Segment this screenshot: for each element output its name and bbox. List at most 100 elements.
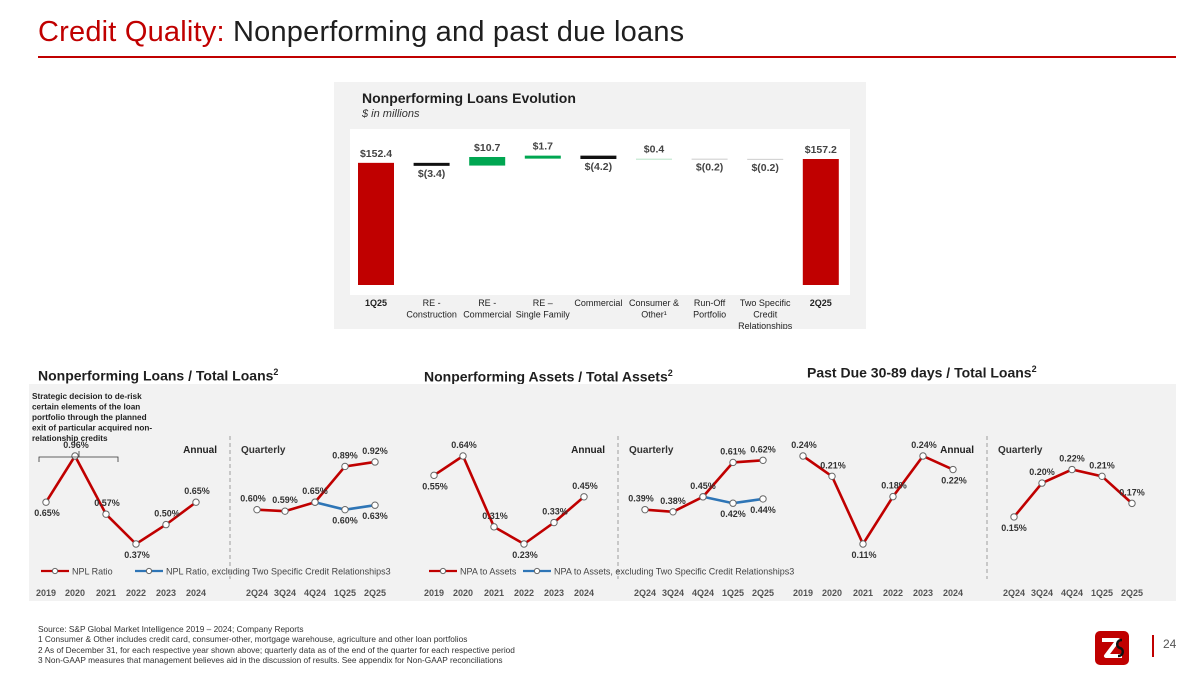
waterfall-value-label: $(4.2) (585, 161, 612, 173)
data-label: 0.55% (422, 481, 448, 491)
waterfall-value-label: $152.4 (360, 148, 392, 160)
x-tick-label: 1Q25 (334, 588, 356, 598)
data-point (759, 495, 767, 503)
waterfall-value-label: $157.2 (805, 144, 837, 156)
data-label: 0.60% (332, 516, 358, 526)
waterfall-bar (747, 158, 784, 160)
data-point (311, 498, 319, 506)
waterfall-value-label: $0.4 (644, 144, 665, 156)
waterfall-value-label: $(0.2) (751, 162, 778, 174)
x-tick-label: 3Q24 (1031, 588, 1053, 598)
data-label: 0.62% (750, 444, 776, 454)
x-tick-label: 3Q24 (662, 588, 684, 598)
x-tick-label: 2Q25 (364, 588, 386, 598)
data-point (919, 452, 927, 460)
data-label: 0.21% (820, 460, 846, 470)
x-tick-label: 2023 (913, 588, 933, 598)
title-rule (38, 56, 1176, 58)
waterfall-bar (413, 162, 450, 166)
waterfall-category-label: Single Family (516, 310, 571, 320)
npl-ratio-chart: Annual Quarterly 0.65% 0.96% 0.57% 0.37% 0.50%… (32, 392, 391, 598)
legend-label: NPL Ratio (72, 567, 113, 577)
legend-marker (439, 567, 447, 575)
data-point (371, 458, 379, 466)
npa-ratio-chart: Annual Quarterly 0.55% 0.64% 0.31% 0.23% 0.33%… (422, 436, 794, 598)
legend-marker (145, 567, 153, 575)
data-label: 0.22% (1059, 454, 1085, 464)
data-label: 0.37% (124, 550, 150, 560)
x-tick-label: 2019 (424, 588, 444, 598)
npa-title-footnote: 2 (667, 368, 673, 378)
data-label: 0.65% (34, 508, 60, 518)
waterfall-value-label: $1.7 (533, 141, 554, 153)
data-label: 0.89% (332, 450, 358, 460)
quarterly-label: Quarterly (629, 445, 674, 456)
x-tick-label: 2024 (574, 588, 594, 598)
data-point (729, 458, 737, 467)
data-point (759, 456, 767, 464)
npl-title-footnote: 2 (273, 367, 279, 377)
data-point (1038, 479, 1046, 487)
data-label: 0.92% (362, 446, 388, 456)
annual-label: Annual (183, 445, 217, 456)
pastdue-section-title: Past Due 30-89 days / Total Loans2 (807, 364, 1037, 381)
x-tick-label: 2Q24 (246, 588, 268, 598)
callout-note: certain elements of the loan (32, 403, 140, 412)
waterfall-category-label: Relationships (738, 321, 793, 329)
data-label: 0.60% (240, 494, 266, 504)
data-point (641, 505, 649, 514)
series-line-annual (802, 454, 954, 547)
footnote-source: Source: S&P Global Market Intelligence 2… (38, 624, 304, 634)
waterfall-category-label: Two Specific (740, 298, 791, 308)
data-label: 0.45% (572, 481, 598, 491)
x-tick-label: 2020 (65, 588, 85, 598)
x-tick-label: 2Q24 (634, 588, 656, 598)
legend-marker (533, 567, 541, 575)
waterfall-category-label: Commercial (463, 310, 511, 320)
x-tick-label: 4Q24 (1061, 588, 1083, 598)
waterfall-bar (636, 158, 672, 160)
data-label: 0.38% (660, 496, 686, 506)
waterfall-bar (580, 155, 617, 159)
waterfall-category-label: RE - (478, 298, 496, 308)
legend-marker (51, 567, 59, 575)
callout-bracket (38, 451, 119, 462)
data-label: 0.23% (512, 550, 538, 560)
data-label: 0.24% (791, 440, 817, 450)
data-label: 0.65% (184, 486, 210, 496)
waterfall-category-label: 2Q25 (810, 298, 832, 308)
data-point (371, 501, 379, 509)
data-point (490, 523, 498, 531)
data-point (729, 499, 737, 507)
waterfall-value-label: $(0.2) (696, 162, 723, 174)
legend-label: NPA to Assets (460, 567, 517, 577)
waterfall-category-label: RE - (423, 298, 441, 308)
data-point (699, 493, 707, 501)
footnote-2: 2 As of December 31, for each respective… (38, 644, 515, 655)
page-number-divider (1152, 635, 1154, 657)
data-label: 0.63% (362, 511, 388, 521)
page-title-accent: Credit Quality: (38, 16, 225, 48)
data-label: 0.18% (881, 481, 907, 491)
data-point (132, 540, 140, 548)
quarterly-label: Quarterly (998, 445, 1043, 456)
data-point (341, 505, 349, 514)
waterfall-value-label: $10.7 (474, 142, 500, 154)
waterfall-subtitle: $ in millions (362, 108, 420, 120)
data-point (889, 492, 897, 501)
data-label: 0.31% (482, 511, 508, 521)
x-tick-label: 2019 (36, 588, 56, 598)
x-tick-label: 2Q25 (752, 588, 774, 598)
waterfall-bar (469, 156, 506, 166)
data-point (281, 507, 289, 515)
waterfall-plot-area (350, 129, 850, 295)
x-tick-label: 2Q24 (1003, 588, 1025, 598)
pastdue-ratio-chart: Annual Quarterly0.24%0.21%0.11%0.18%0.24%… (791, 436, 1145, 598)
data-point (1128, 499, 1136, 508)
data-label: 0.57% (94, 498, 120, 508)
data-label: 0.45% (690, 481, 716, 491)
data-label: 0.24% (911, 440, 937, 450)
data-point (859, 540, 867, 548)
x-tick-label: 1Q25 (722, 588, 744, 598)
data-point (102, 510, 110, 518)
